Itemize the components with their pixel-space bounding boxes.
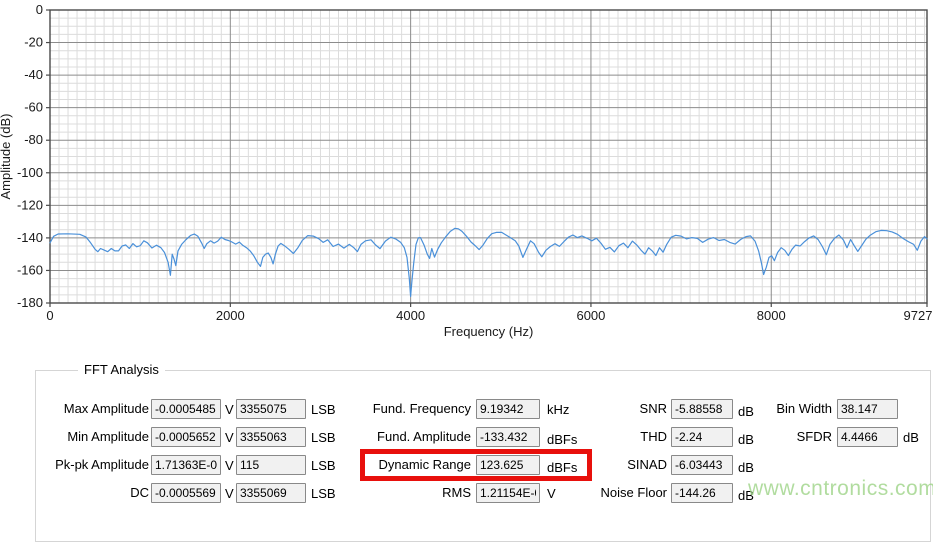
dynamic-range-label: Dynamic Range — [341, 454, 471, 476]
svg-text:-80: -80 — [24, 132, 43, 147]
rms-label: RMS — [341, 482, 471, 504]
svg-text:-120: -120 — [17, 197, 43, 212]
pkpk-amplitude-lsb-unit: LSB — [311, 455, 336, 477]
svg-text:-20: -20 — [24, 35, 43, 50]
min-amplitude-lsb-field[interactable] — [236, 427, 306, 447]
svg-text:4000: 4000 — [396, 308, 425, 323]
dynamic-range-field[interactable] — [476, 455, 540, 475]
thd-field[interactable] — [671, 427, 733, 447]
noise-floor-field[interactable] — [671, 483, 733, 503]
noise-floor-label: Noise Floor — [561, 482, 667, 504]
dc-lsb-field[interactable] — [236, 483, 306, 503]
noise-floor-unit: dB — [738, 485, 754, 507]
max-amplitude-volts-unit: V — [225, 399, 234, 421]
bin-width-field[interactable] — [837, 399, 898, 419]
svg-text:9727.47: 9727.47 — [904, 308, 933, 323]
fft-plot: 0 2000 4000 6000 8000 9727.47 0 -20 -40 -60 -80 -10… — [0, 0, 933, 345]
dc-lsb-unit: LSB — [311, 483, 336, 505]
dc-volts-unit: V — [225, 483, 234, 505]
svg-text:-140: -140 — [17, 230, 43, 245]
fft-plot-svg: 0 2000 4000 6000 8000 9727.47 0 -20 -40 -60 -80 -10… — [0, 0, 933, 345]
svg-text:-180: -180 — [17, 295, 43, 310]
pkpk-amplitude-volts-unit: V — [225, 455, 234, 477]
pkpk-amplitude-volts-field[interactable] — [151, 455, 221, 475]
fft-analysis-groupbox: FFT Analysis Max Amplitude V LSB Min Amp… — [35, 370, 931, 542]
svg-text:2000: 2000 — [216, 308, 245, 323]
thd-label: THD — [561, 426, 667, 448]
pkpk-amplitude-lsb-field[interactable] — [236, 455, 306, 475]
min-amplitude-label: Min Amplitude — [39, 426, 149, 448]
svg-text:-100: -100 — [17, 165, 43, 180]
sinad-label: SINAD — [561, 454, 667, 476]
fund-amplitude-field[interactable] — [476, 427, 540, 447]
svg-text:0: 0 — [46, 308, 53, 323]
sfdr-field[interactable] — [837, 427, 898, 447]
snr-label: SNR — [561, 398, 667, 420]
fund-frequency-field[interactable] — [476, 399, 540, 419]
sfdr-unit: dB — [903, 427, 919, 449]
rms-unit: V — [547, 483, 556, 505]
min-amplitude-volts-unit: V — [225, 427, 234, 449]
y-axis-title: Amplitude (dB) — [0, 114, 13, 200]
min-amplitude-volts-field[interactable] — [151, 427, 221, 447]
min-amplitude-lsb-unit: LSB — [311, 427, 336, 449]
svg-text:-160: -160 — [17, 262, 43, 277]
sinad-field[interactable] — [671, 455, 733, 475]
svg-text:0: 0 — [36, 2, 43, 17]
dc-label: DC — [39, 482, 149, 504]
sinad-unit: dB — [738, 457, 754, 479]
svg-text:-40: -40 — [24, 67, 43, 82]
max-amplitude-lsb-unit: LSB — [311, 399, 336, 421]
max-amplitude-volts-field[interactable] — [151, 399, 221, 419]
max-amplitude-label: Max Amplitude — [39, 398, 149, 420]
fund-frequency-label: Fund. Frequency — [341, 398, 471, 420]
groupbox-title: FFT Analysis — [78, 362, 165, 377]
x-axis-title: Frequency (Hz) — [444, 324, 534, 339]
svg-text:8000: 8000 — [757, 308, 786, 323]
pkpk-amplitude-label: Pk-pk Amplitude — [39, 454, 149, 476]
max-amplitude-lsb-field[interactable] — [236, 399, 306, 419]
svg-text:6000: 6000 — [576, 308, 605, 323]
dc-volts-field[interactable] — [151, 483, 221, 503]
snr-field[interactable] — [671, 399, 733, 419]
bin-width-label: Bin Width — [751, 398, 832, 420]
sfdr-label: SFDR — [751, 426, 832, 448]
svg-text:-60: -60 — [24, 100, 43, 115]
rms-field[interactable] — [476, 483, 540, 503]
fund-amplitude-label: Fund. Amplitude — [341, 426, 471, 448]
